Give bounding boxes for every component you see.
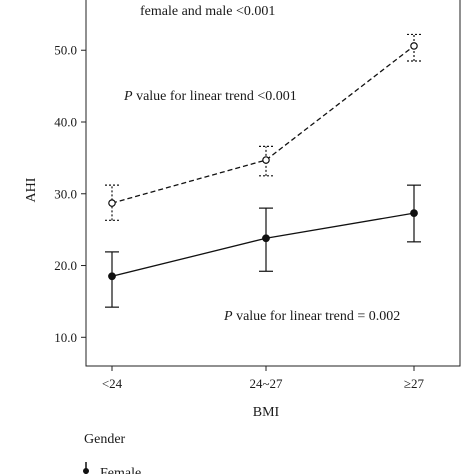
y-tick-label-1: 20.0 — [54, 258, 77, 273]
series-1-line — [111, 45, 415, 204]
y-tick-label-0: 10.0 — [54, 330, 77, 345]
legend-female-marker — [83, 468, 89, 474]
y-axis-title: AHI — [24, 177, 39, 202]
series-1-point-1 — [262, 156, 270, 164]
annotation-top: female and male <0.001 — [140, 4, 275, 19]
series-1 — [105, 33, 421, 221]
plot-frame — [85, 0, 461, 367]
series-0-point-2 — [410, 209, 418, 218]
x-tick-label-1: 24~27 — [249, 376, 283, 391]
series-0 — [105, 184, 421, 308]
x-tick-label-2: ≥27 — [404, 376, 425, 391]
legend-title: Gender — [84, 432, 126, 447]
annotation-upper-trend-p: P — [123, 89, 133, 104]
series-0-point-0 — [108, 272, 116, 281]
y-tick-label-4: 50.0 — [54, 43, 77, 58]
series-layer — [105, 33, 421, 308]
y-tick-label-2: 30.0 — [54, 186, 77, 201]
series-1-point-2 — [410, 42, 418, 50]
legend-entry-female: Female — [83, 462, 141, 474]
annotation-lower-trend-p: P — [223, 309, 233, 324]
series-0-point-1 — [262, 234, 270, 243]
annotation-lower-trend: P value for linear trend = 0.002 — [223, 309, 400, 324]
series-0-line — [111, 212, 415, 277]
annotation-lower-trend-text: value for linear trend = 0.002 — [233, 309, 401, 324]
legend-female-label: Female — [100, 466, 141, 474]
x-axis: <24 24~27 ≥27 — [102, 366, 425, 391]
y-tick-label-3: 40.0 — [54, 115, 77, 130]
x-tick-label-0: <24 — [102, 376, 123, 391]
x-axis-title: BMI — [253, 405, 280, 420]
annotation-upper-trend: P value for linear trend <0.001 — [123, 89, 297, 104]
series-1-point-0 — [108, 199, 116, 207]
annotation-upper-trend-text: value for linear trend <0.001 — [133, 89, 297, 104]
y-axis: 10.0 20.0 30.0 40.0 50.0 — [54, 43, 86, 345]
